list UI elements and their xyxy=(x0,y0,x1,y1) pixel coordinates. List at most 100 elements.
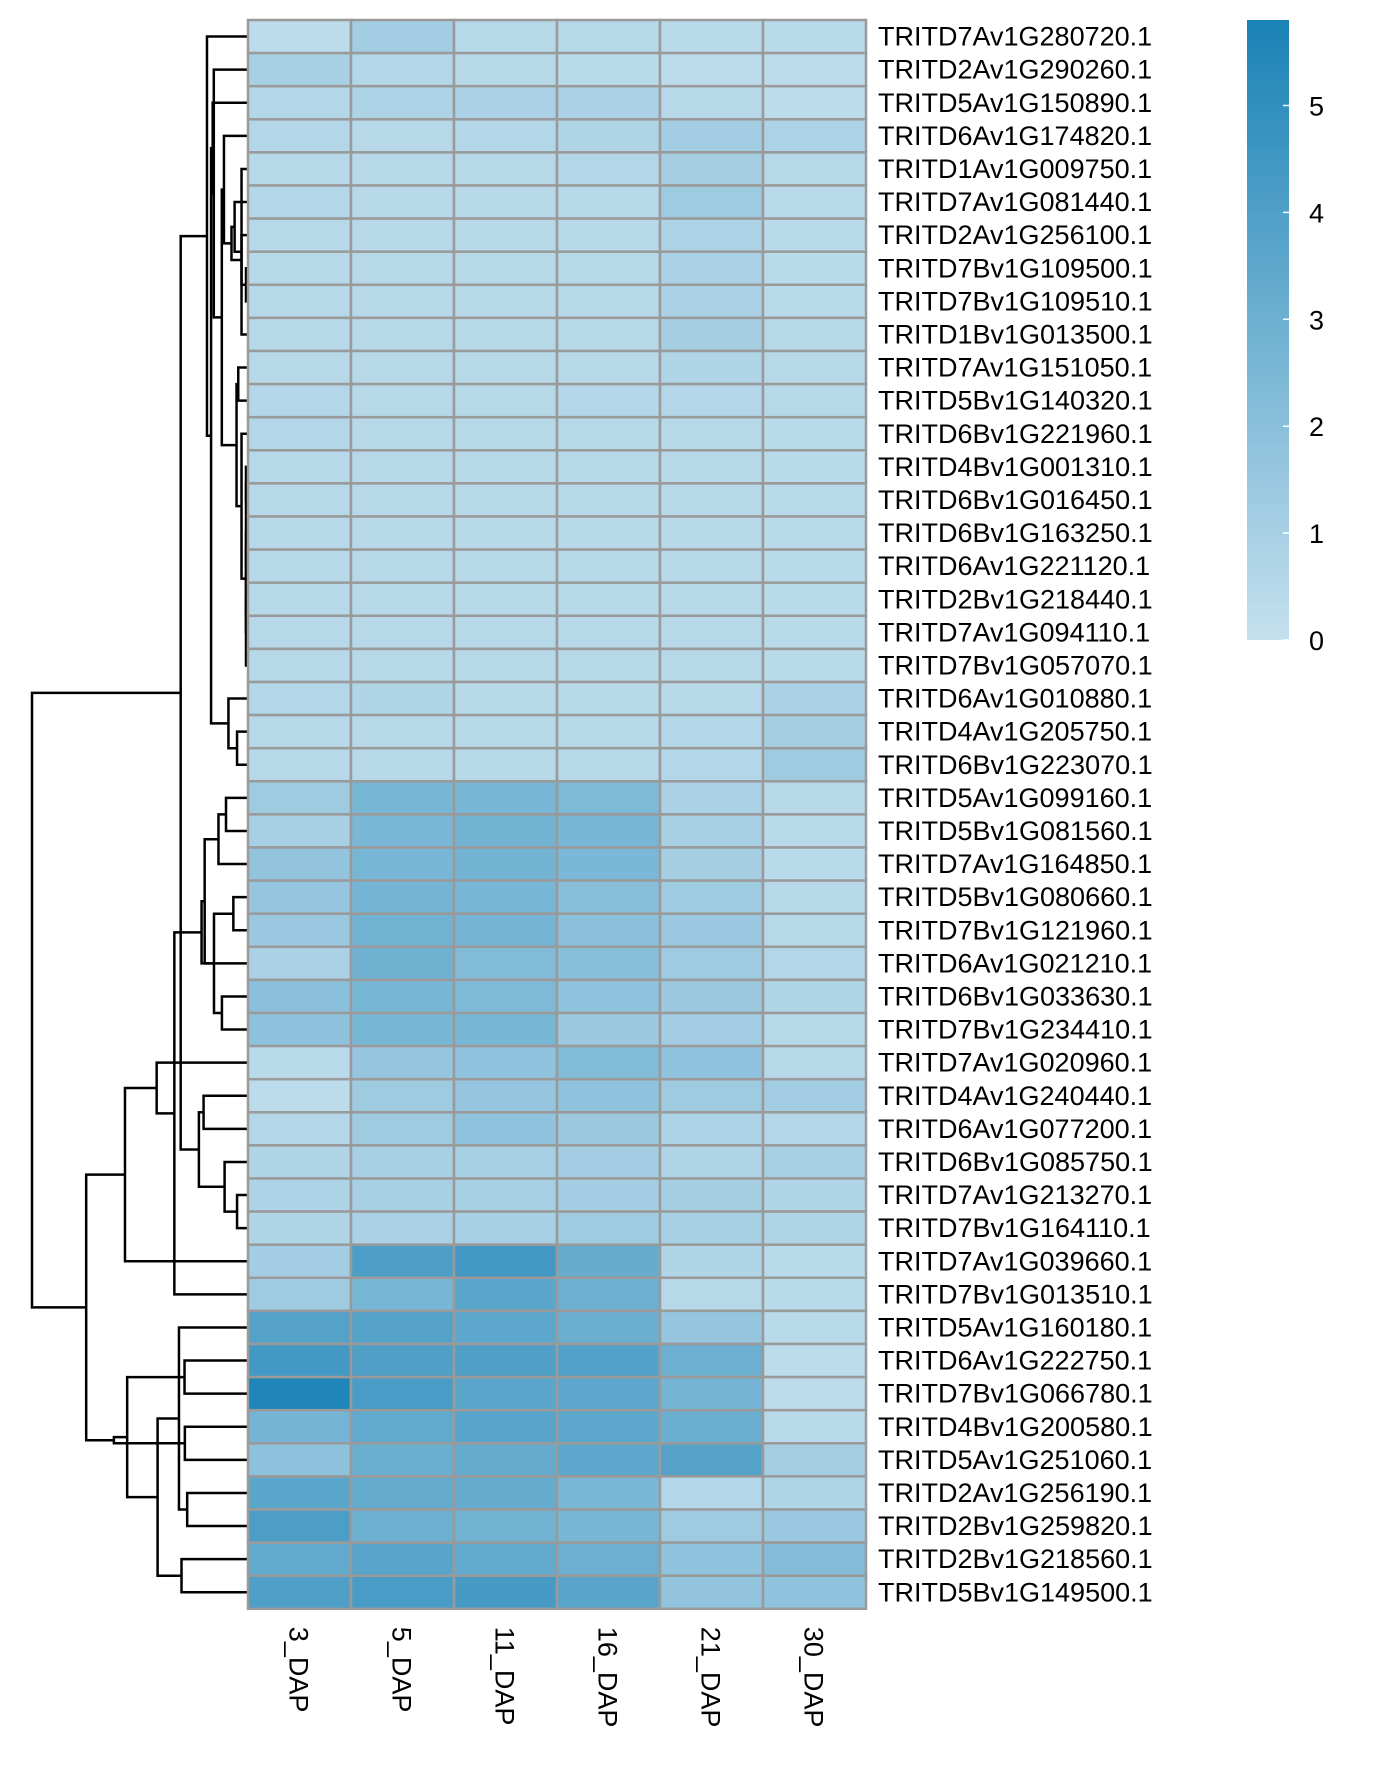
heatmap-cell xyxy=(658,1375,765,1412)
heatmap-cell xyxy=(349,250,456,287)
row-label: TRITD5Av1G160180.1 xyxy=(878,1312,1152,1342)
heatmap-cell xyxy=(452,581,559,618)
heatmap-cell xyxy=(761,316,868,353)
heatmap-cell xyxy=(246,515,353,551)
heatmap-cell xyxy=(555,1011,662,1048)
heatmap-cell xyxy=(452,1309,559,1346)
heatmap-cell xyxy=(246,647,353,684)
heatmap-cell xyxy=(452,184,559,220)
heatmap-cell xyxy=(349,813,456,849)
row-label: TRITD5Av1G251060.1 xyxy=(878,1445,1152,1475)
heatmap-cell xyxy=(349,945,456,982)
heatmap-cell xyxy=(761,1342,868,1379)
heatmap-cell xyxy=(555,614,662,651)
heatmap-cell xyxy=(658,1243,765,1280)
dendrogram-branch xyxy=(185,1491,248,1528)
heatmap-cell xyxy=(555,349,662,386)
heatmap-cell xyxy=(452,515,559,551)
heatmap-cell xyxy=(761,1011,868,1048)
dendrogram-branch xyxy=(235,382,242,508)
heatmap-cell xyxy=(349,1276,456,1313)
heatmap-cell xyxy=(555,184,662,220)
heatmap-cell xyxy=(555,449,662,485)
heatmap-cell xyxy=(452,945,559,982)
heatmap-cell xyxy=(452,18,559,55)
heatmap-cell xyxy=(246,217,353,253)
heatmap-cell xyxy=(658,1342,765,1379)
heatmap-cell xyxy=(658,1011,765,1048)
heatmap-cell xyxy=(761,1442,868,1478)
heatmap-cell xyxy=(555,1309,662,1346)
heatmap-cell xyxy=(246,151,353,187)
legend-tick-label: 5 xyxy=(1309,92,1324,122)
heatmap-cell xyxy=(452,680,559,717)
dendrogram-branch xyxy=(183,1359,248,1395)
heatmap-cell xyxy=(246,680,353,717)
legend-tick-label: 0 xyxy=(1309,626,1324,656)
heatmap-cell xyxy=(246,184,353,220)
heatmap-cell xyxy=(555,382,662,419)
heatmap-cell xyxy=(349,1309,456,1346)
heatmap-cell xyxy=(349,151,456,187)
heatmap-cell xyxy=(555,1243,662,1280)
heatmap-cell xyxy=(658,1541,765,1577)
heatmap-cell xyxy=(349,647,456,684)
heatmap-cell xyxy=(349,1144,456,1180)
heatmap-cell xyxy=(761,1475,868,1511)
heatmap-cell xyxy=(452,51,559,88)
row-label: TRITD5Bv1G081560.1 xyxy=(878,816,1153,846)
row-label: TRITD4Av1G240440.1 xyxy=(878,1081,1152,1111)
heatmap-cell xyxy=(555,1408,662,1445)
heatmap-cell xyxy=(452,415,559,452)
row-label: TRITD7Bv1G121960.1 xyxy=(878,915,1153,945)
row-label: TRITD7Bv1G013510.1 xyxy=(878,1279,1153,1309)
heatmap-cell xyxy=(658,250,765,287)
heatmap-cell xyxy=(349,1111,456,1147)
row-label: TRITD4Bv1G001310.1 xyxy=(878,452,1153,482)
heatmap-cell xyxy=(246,382,353,419)
dendrogram-branch xyxy=(220,995,248,1031)
heatmap-cell xyxy=(761,1508,868,1544)
color-legend: 0 1 2 3 4 5 xyxy=(1247,20,1324,656)
heatmap-cell xyxy=(349,84,456,121)
heatmap-cell xyxy=(658,680,765,717)
heatmap-cell xyxy=(658,482,765,518)
heatmap-cell xyxy=(555,1144,662,1180)
heatmap-cell xyxy=(555,217,662,253)
legend-tick-label: 2 xyxy=(1309,412,1324,442)
heatmap-cell xyxy=(349,316,456,353)
heatmap-cell xyxy=(246,1276,353,1313)
row-label: TRITD7Av1G081440.1 xyxy=(878,187,1152,217)
row-label: TRITD2Av1G256100.1 xyxy=(878,220,1152,250)
heatmap-cell xyxy=(246,846,353,882)
heatmap-cell xyxy=(246,1210,353,1246)
dendrogram-branch xyxy=(203,837,248,965)
heatmap-cell xyxy=(658,713,765,750)
heatmap-cell xyxy=(349,879,456,915)
heatmap-cell xyxy=(452,118,559,154)
dendrogram-branch xyxy=(211,101,248,195)
heatmap-cell xyxy=(658,945,765,982)
row-label: TRITD7Av1G020960.1 xyxy=(878,1048,1152,1078)
heatmap-cell xyxy=(349,283,456,320)
dendrogram-branch xyxy=(125,1375,185,1499)
row-label: TRITD6Av1G077200.1 xyxy=(878,1114,1152,1144)
heatmap-cell xyxy=(452,813,559,849)
row-labels: TRITD7Av1G280720.1TRITD2Av1G290260.1TRIT… xyxy=(878,22,1153,1608)
heatmap-cell xyxy=(452,1408,559,1445)
heatmap-cell xyxy=(555,118,662,154)
heatmap-cell xyxy=(555,415,662,452)
row-label: TRITD2Bv1G218440.1 xyxy=(878,584,1153,614)
column-label: 3_DAP xyxy=(284,1627,314,1713)
row-label: TRITD5Bv1G140320.1 xyxy=(878,386,1153,416)
heatmap-cell xyxy=(349,349,456,386)
dendrogram-branch xyxy=(155,1061,248,1115)
heatmap-cell xyxy=(452,1210,559,1246)
heatmap-cell xyxy=(761,1276,868,1313)
heatmap-cell xyxy=(452,846,559,882)
heatmap-cell xyxy=(555,51,662,88)
heatmap-cell xyxy=(555,1342,662,1379)
heatmap-cell xyxy=(349,614,456,651)
heatmap-cell xyxy=(452,780,559,816)
